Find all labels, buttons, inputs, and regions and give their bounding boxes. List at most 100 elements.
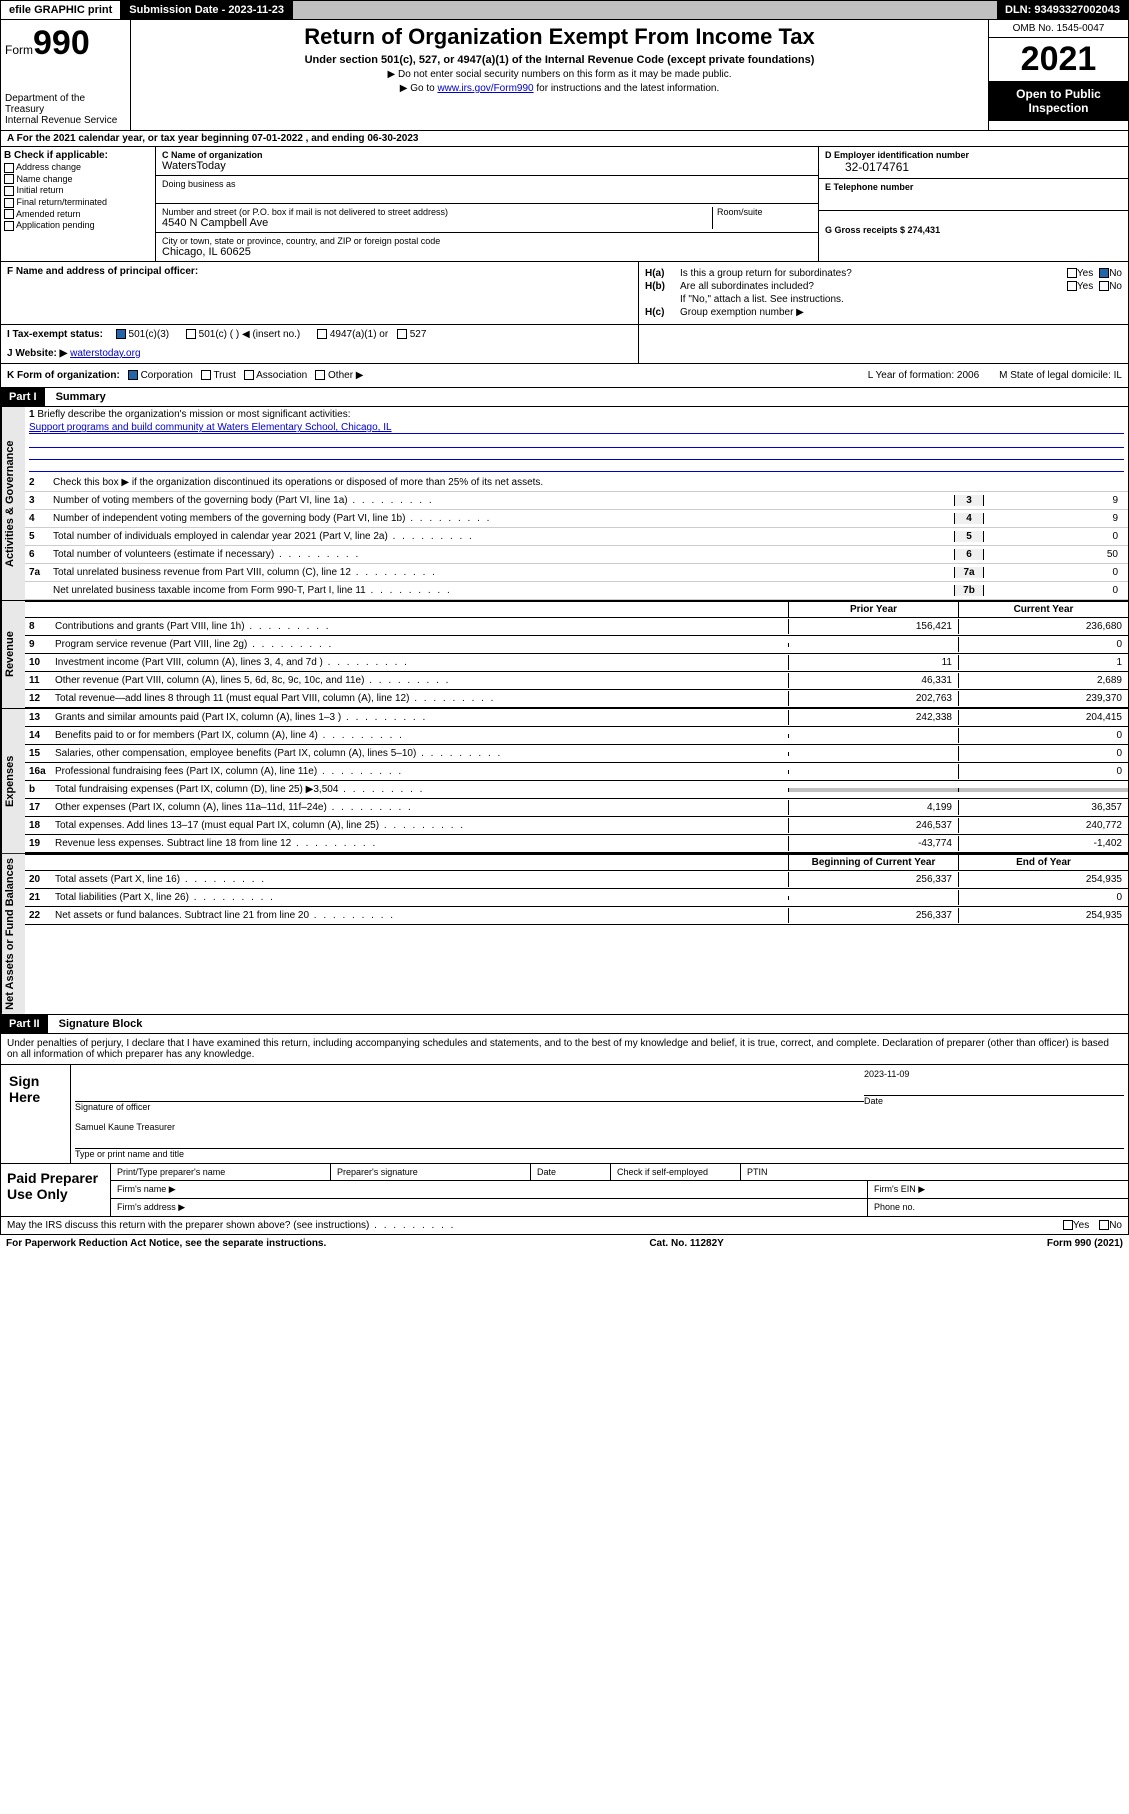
check-address[interactable]: Address change — [4, 162, 152, 173]
org-name: WatersToday — [162, 160, 226, 172]
irs-link[interactable]: www.irs.gov/Form990 — [437, 83, 533, 94]
check-initial[interactable]: Initial return — [4, 185, 152, 196]
vtab-revenue: Revenue — [1, 601, 25, 708]
part1-label: Part I — [1, 388, 45, 406]
part2-title: Signature Block — [51, 1015, 151, 1033]
city-state-zip: Chicago, IL 60625 — [162, 246, 251, 258]
k-other[interactable]: Other ▶ — [315, 370, 363, 381]
discuss-row: May the IRS discuss this return with the… — [0, 1217, 1129, 1235]
website-link[interactable]: waterstoday.org — [70, 348, 140, 359]
discuss-yes[interactable]: Yes — [1063, 1220, 1089, 1231]
officer-f: F Name and address of principal officer: — [1, 262, 638, 324]
line2: 2Check this box ▶ if the organization di… — [25, 474, 1128, 492]
ha-no[interactable]: No — [1099, 268, 1122, 279]
netassets-header: Beginning of Current Year End of Year — [25, 854, 1128, 871]
form-subtitle: Under section 501(c), 527, or 4947(a)(1)… — [135, 54, 984, 66]
revenue-section: Revenue Prior Year Current Year 8Contrib… — [0, 601, 1129, 709]
b-label: B Check if applicable: — [4, 150, 152, 161]
i-4947[interactable]: 4947(a)(1) or — [317, 329, 388, 340]
part1-title: Summary — [48, 388, 114, 406]
discuss-no[interactable]: No — [1099, 1220, 1122, 1231]
submission-date: Submission Date - 2023-11-23 — [121, 1, 293, 19]
gross-receipts: G Gross receipts $ 274,431 — [825, 225, 940, 235]
sig-declaration: Under penalties of perjury, I declare th… — [1, 1034, 1128, 1064]
sig-date-label: Date — [864, 1095, 1124, 1106]
table-row: bTotal fundraising expenses (Part IX, co… — [25, 781, 1128, 799]
k-trust[interactable]: Trust — [201, 370, 236, 381]
mission-line — [29, 460, 1124, 472]
hb-row: H(b) Are all subordinates included? Yes … — [645, 281, 1122, 292]
vtab-governance: Activities & Governance — [1, 407, 25, 600]
mission-line — [29, 436, 1124, 448]
mission-line — [29, 448, 1124, 460]
cat-no: Cat. No. 11282Y — [649, 1238, 723, 1249]
dba-row: Doing business as — [156, 176, 818, 204]
footer-last: For Paperwork Reduction Act Notice, see … — [0, 1235, 1129, 1252]
line7a: 7aTotal unrelated business revenue from … — [25, 564, 1128, 582]
ij-block: I Tax-exempt status: 501(c)(3) 501(c) ( … — [0, 325, 1129, 364]
check-final[interactable]: Final return/terminated — [4, 197, 152, 208]
phone-row: E Telephone number — [819, 179, 1128, 211]
col-begin: Beginning of Current Year — [788, 855, 958, 870]
link-note: ▶ Go to www.irs.gov/Form990 for instruct… — [135, 83, 984, 94]
sig-fields: Signature of officer 2023-11-09 Date Sam… — [71, 1064, 1128, 1163]
col-current: Current Year — [958, 602, 1128, 617]
revenue-body: Prior Year Current Year 8Contributions a… — [25, 601, 1128, 708]
officer-name: Samuel Kaune Treasurer — [75, 1122, 1124, 1132]
entity-mid: C Name of organization WatersToday Doing… — [156, 147, 818, 261]
i-501c[interactable]: 501(c) ( ) ◀ (insert no.) — [186, 329, 300, 340]
i-label: I Tax-exempt status: — [7, 329, 103, 340]
paid-title: Paid Preparer Use Only — [1, 1164, 111, 1216]
lm-block: L Year of formation: 2006 M State of leg… — [868, 370, 1122, 381]
k-corp[interactable]: Corporation — [128, 370, 193, 381]
officer-name-label: Type or print name and title — [75, 1148, 1124, 1159]
netassets-section: Net Assets or Fund Balances Beginning of… — [0, 854, 1129, 1015]
gross-row: G Gross receipts $ 274,431 — [819, 211, 1128, 243]
table-row: 21Total liabilities (Part X, line 26)0 — [25, 889, 1128, 907]
addr-row: Number and street (or P.O. box if mail i… — [156, 204, 818, 233]
hb-note: If "No," attach a list. See instructions… — [645, 294, 1122, 305]
line3: 3Number of voting members of the governi… — [25, 492, 1128, 510]
paid-preparer-block: Paid Preparer Use Only Print/Type prepar… — [0, 1164, 1129, 1217]
form-ref: Form 990 (2021) — [1047, 1238, 1123, 1249]
table-row: 12Total revenue—add lines 8 through 11 (… — [25, 690, 1128, 708]
line7b: Net unrelated business taxable income fr… — [25, 582, 1128, 600]
city-row: City or town, state or province, country… — [156, 233, 818, 261]
efile-label[interactable]: efile GRAPHIC print — [1, 1, 121, 19]
vtab-netassets: Net Assets or Fund Balances — [1, 854, 25, 1014]
i-527[interactable]: 527 — [397, 329, 426, 340]
table-row: 14Benefits paid to or for members (Part … — [25, 727, 1128, 745]
entity-block: B Check if applicable: Address change Na… — [0, 147, 1129, 262]
paid-right: Print/Type preparer's name Preparer's si… — [111, 1164, 1128, 1216]
dln-label: DLN: 93493327002043 — [997, 1, 1128, 19]
line4: 4Number of independent voting members of… — [25, 510, 1128, 528]
ij-left: I Tax-exempt status: 501(c)(3) 501(c) ( … — [1, 325, 638, 363]
omb-label: OMB No. 1545-0047 — [989, 20, 1128, 38]
hc-row: H(c)Group exemption number ▶ — [645, 307, 1122, 318]
mission-text[interactable]: Support programs and build community at … — [29, 422, 1124, 434]
part2-bar: Part II Signature Block — [0, 1015, 1129, 1034]
hb-yes[interactable]: Yes — [1067, 281, 1093, 292]
vtab-expenses: Expenses — [1, 709, 25, 853]
check-name[interactable]: Name change — [4, 174, 152, 185]
table-row: 18Total expenses. Add lines 13–17 (must … — [25, 817, 1128, 835]
k-assoc[interactable]: Association — [244, 370, 307, 381]
signature-block: Under penalties of perjury, I declare th… — [0, 1034, 1129, 1164]
table-row: 16aProfessional fundraising fees (Part I… — [25, 763, 1128, 781]
ha-yes[interactable]: Yes — [1067, 268, 1093, 279]
paid-row1: Print/Type preparer's name Preparer's si… — [111, 1164, 1128, 1181]
i-501c3[interactable]: 501(c)(3) — [116, 329, 169, 340]
j-label: J Website: ▶ — [7, 348, 67, 359]
header-left: Form990 Department of the Treasury Inter… — [1, 20, 131, 130]
paid-row2: Firm's name ▶ Firm's EIN ▶ — [111, 1181, 1128, 1199]
sig-row: Sign Here Signature of officer 2023-11-0… — [1, 1064, 1128, 1163]
table-row: 19Revenue less expenses. Subtract line 1… — [25, 835, 1128, 853]
netassets-body: Beginning of Current Year End of Year 20… — [25, 854, 1128, 1014]
col-prior: Prior Year — [788, 602, 958, 617]
kl-block: K Form of organization: Corporation Trus… — [0, 364, 1129, 388]
part1-bar: Part I Summary — [0, 388, 1129, 407]
check-pending[interactable]: Application pending — [4, 220, 152, 231]
table-row: 15Salaries, other compensation, employee… — [25, 745, 1128, 763]
check-amended[interactable]: Amended return — [4, 209, 152, 220]
hb-no[interactable]: No — [1099, 281, 1122, 292]
